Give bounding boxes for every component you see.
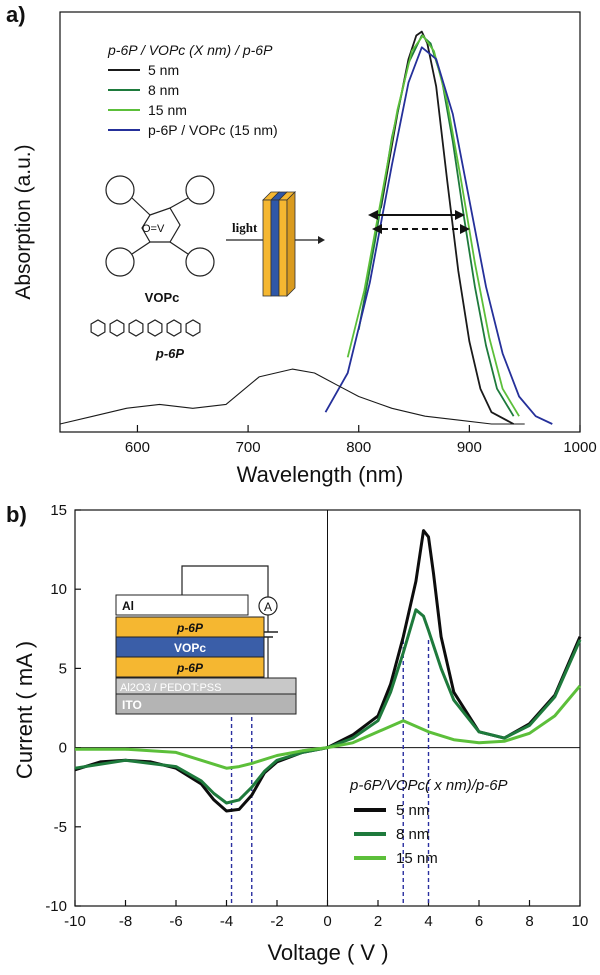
layer-p6p-top-label: p-6P [176, 621, 204, 635]
panel-b-label: b) [6, 502, 27, 527]
b-ytick-label-0: 0 [59, 740, 67, 757]
layer-ito-label: ITO [122, 698, 142, 712]
b-xtick-label-0: 0 [323, 913, 331, 930]
p6p-ring [109, 319, 125, 337]
b-ytick-label--5: -5 [54, 819, 67, 836]
panel-a-frame [59, 11, 581, 433]
panel-a-label: a) [6, 2, 26, 27]
b-xtick-label-4: 4 [424, 913, 432, 930]
legend-b-label-15nm: 15 nm [396, 850, 438, 867]
panel-a-curves [59, 30, 553, 425]
b-ytick-label--10: -10 [45, 898, 67, 915]
legend-a-label-5nm: 5 nm [148, 62, 179, 78]
legend-b-label-8nm: 8 nm [396, 826, 429, 843]
sample-stack-icon [262, 191, 296, 297]
panel-b-x-axis-label: Voltage ( V ) [267, 940, 388, 965]
legend-b-label-5nm: 5 nm [396, 802, 429, 819]
b-ytick-label-5: 5 [59, 660, 67, 677]
a-xtick-label-800: 800 [346, 439, 371, 456]
circuit-wire [181, 565, 269, 597]
o-v-label: O=V [142, 223, 165, 235]
vopc-molecule-label: VOPc [145, 290, 180, 305]
panel-b-legend-title: p-6P/VOPc( x nm)/p-6P [349, 777, 508, 794]
b-xtick-label--2: -2 [270, 913, 283, 930]
legend-a-label-8nm: 8 nm [148, 82, 179, 98]
b-xtick-label-6: 6 [475, 913, 483, 930]
layer-vopc-label: VOPc [174, 641, 206, 655]
p6p-molecule-label: p-6P [155, 346, 185, 361]
b-ytick-label-15: 15 [50, 502, 67, 519]
p6p-ring [147, 319, 163, 337]
a-series-15-nm [346, 34, 520, 417]
legend-a-label-bilayer: p-6P / VOPc (15 nm) [148, 122, 278, 138]
p6p-ring [128, 319, 144, 337]
b-series-8-nm [74, 608, 582, 805]
b-xtick-label-8: 8 [525, 913, 533, 930]
a-xtick-label-900: 900 [457, 439, 482, 456]
b-xtick-label--6: -6 [169, 913, 182, 930]
fwhm-arrows [368, 210, 470, 234]
layer-pedot-label: Al2O3 / PEDOT:PSS [120, 682, 221, 694]
panel-a-legend-title: p-6P / VOPc (X nm) / p-6P [107, 42, 273, 58]
a-xtick-label-700: 700 [236, 439, 261, 456]
b-series-5-nm [74, 529, 582, 813]
a-xtick-label-1000: 1000 [563, 439, 596, 456]
panel-a: a) 600 700 800 900 1000 Wavelength (nm) Abso… [6, 2, 597, 487]
p6p-molecule-drawing [90, 319, 201, 337]
light-arrow-head [318, 236, 325, 244]
vopc-molecule-drawing [105, 175, 215, 277]
panel-b-ticks: -10 -8 -6 -4 -2 0 2 4 6 8 10 -10 -5 0 5 10 15 [45, 502, 588, 930]
device-stack-inset: A Al p-6P VOPc p-6P Al2O3 / PEDOT:PSS IT… [115, 565, 297, 715]
light-label: light [232, 220, 258, 235]
p6p-ring [185, 319, 201, 337]
b-ytick-label-10: 10 [50, 581, 67, 598]
layer-p6p-bottom [115, 656, 265, 678]
panel-b-curves [74, 529, 582, 813]
panel-a-legend: p-6P / VOPc (X nm) / p-6P 5 nm 8 nm 15 n… [107, 42, 278, 138]
layer-p6p-bottom-label: p-6P [176, 661, 204, 675]
panel-a-x-axis-label: Wavelength (nm) [237, 462, 404, 487]
a-xtick-label-600: 600 [125, 439, 150, 456]
b-xtick-label-10: 10 [572, 913, 589, 930]
b-xtick-label--10: -10 [64, 913, 86, 930]
panel-b-legend: p-6P/VOPc( x nm)/p-6P 5 nm 8 nm 15 nm [349, 777, 508, 867]
ammeter-label: A [264, 600, 272, 614]
b-xtick-label--8: -8 [119, 913, 132, 930]
panel-b-y-axis-label: Current ( mA ) [12, 641, 37, 779]
b-xtick-label-2: 2 [374, 913, 382, 930]
panel-a-x-ticks: 600 700 800 900 1000 [125, 425, 597, 456]
b-series-15-nm [75, 684, 582, 770]
layer-ito [115, 693, 297, 715]
layer-al-label: Al [122, 599, 134, 613]
legend-a-label-15nm: 15 nm [148, 102, 187, 118]
panel-b: b) -10 -8 -6 -4 -2 0 2 4 6 8 10 -10 -5 0 5 10 15 Voltage… [6, 502, 588, 965]
b-xtick-label--4: -4 [220, 913, 233, 930]
layer-al [115, 594, 249, 616]
p6p-ring [90, 319, 106, 337]
a-series-p-6p-vopc-15-nm [324, 46, 553, 425]
p6p-ring [166, 319, 182, 337]
a-series-fit [59, 368, 525, 425]
panel-a-y-axis-label: Absorption (a.u.) [12, 144, 35, 299]
a-series-5-nm [380, 30, 515, 425]
